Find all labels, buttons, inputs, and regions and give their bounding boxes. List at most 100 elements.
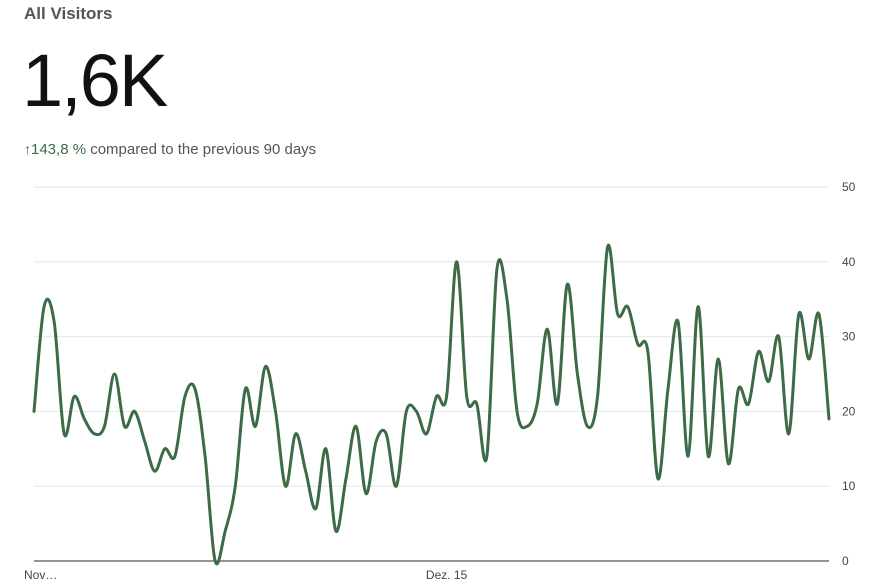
data-point[interactable]: 24 xyxy=(765,377,773,385)
data-point[interactable]: 35 xyxy=(503,295,511,303)
data-point[interactable]: 18 xyxy=(121,422,129,430)
series-line-all-visitors xyxy=(32,243,831,566)
delta-percent: 143,8 % xyxy=(31,141,87,158)
data-point[interactable]: 12 xyxy=(151,467,159,475)
data-point[interactable]: 17 xyxy=(90,430,98,438)
data-point[interactable]: 13 xyxy=(724,460,732,468)
data-point[interactable]: 17 xyxy=(60,430,68,438)
data-point[interactable]: 19 xyxy=(80,415,88,423)
data-point[interactable]: 37 xyxy=(563,280,571,288)
data-point[interactable]: 32 xyxy=(674,318,682,326)
y-tick-label: 30 xyxy=(842,330,856,344)
data-point[interactable]: 32 xyxy=(50,318,58,326)
data-point[interactable]: 20 xyxy=(272,407,280,415)
data-point[interactable]: 20 xyxy=(30,407,38,415)
data-point[interactable]: 28 xyxy=(755,348,763,356)
data-point[interactable]: 25 xyxy=(111,370,119,378)
data-point[interactable]: 17 xyxy=(785,430,793,438)
data-point[interactable]: 15 xyxy=(322,445,330,453)
data-point[interactable]: 21 xyxy=(473,400,481,408)
data-point[interactable]: 22 xyxy=(594,392,602,400)
data-point[interactable]: 20 xyxy=(131,407,139,415)
data-point[interactable]: 23 xyxy=(734,385,742,393)
x-axis-ticks: Nov…Dez. 15Jan. 4Jan. 24Feb. 13 xyxy=(24,568,468,582)
data-point[interactable]: 30 xyxy=(775,333,783,341)
y-tick-label: 20 xyxy=(842,404,856,418)
data-point[interactable]: 34 xyxy=(40,303,48,311)
data-point[interactable]: 22 xyxy=(443,392,451,400)
data-point[interactable]: 17 xyxy=(292,430,300,438)
data-point[interactable]: 34 xyxy=(624,303,632,311)
data-point[interactable]: 33 xyxy=(795,310,803,318)
data-point[interactable]: 10 xyxy=(231,482,239,490)
data-point[interactable]: 18 xyxy=(100,422,108,430)
data-point[interactable]: 11 xyxy=(342,475,350,483)
data-point[interactable]: 14 xyxy=(684,452,692,460)
data-point[interactable]: 21 xyxy=(744,400,752,408)
x-tick-label: Dez. 15 xyxy=(426,568,468,582)
data-point[interactable]: 18 xyxy=(523,422,531,430)
data-point[interactable]: 16 xyxy=(141,437,149,445)
data-point[interactable]: 10 xyxy=(282,482,290,490)
data-point[interactable]: 40 xyxy=(453,258,461,266)
data-point[interactable]: 23 xyxy=(664,385,672,393)
comparison-summary: ↑143,8 % compared to the previous 90 day… xyxy=(24,141,316,158)
y-tick-label: 10 xyxy=(842,479,856,493)
up-arrow-icon: ↑ xyxy=(24,141,31,157)
data-point[interactable]: 21 xyxy=(533,400,541,408)
data-point[interactable]: 11 xyxy=(654,475,662,483)
x-tick-label: Nov… xyxy=(24,568,57,582)
data-point[interactable]: 20 xyxy=(412,407,420,415)
data-point[interactable]: 21 xyxy=(553,400,561,408)
data-point[interactable]: 12 xyxy=(302,467,310,475)
data-point[interactable]: 16 xyxy=(372,437,380,445)
data-point[interactable]: 9 xyxy=(362,490,370,498)
data-point[interactable]: 25 xyxy=(573,370,581,378)
data-point[interactable]: 42 xyxy=(604,243,612,251)
data-point[interactable]: 18 xyxy=(583,422,591,430)
data-point[interactable]: 28 xyxy=(644,348,652,356)
data-point[interactable]: 20 xyxy=(402,407,410,415)
data-point[interactable]: 4 xyxy=(332,527,340,535)
data-point[interactable]: 14 xyxy=(704,452,712,460)
y-tick-label: 40 xyxy=(842,255,856,269)
data-point[interactable]: 17 xyxy=(382,430,390,438)
data-point[interactable]: 22 xyxy=(463,392,471,400)
data-point[interactable]: 33 xyxy=(614,310,622,318)
data-point[interactable]: 33 xyxy=(815,310,823,318)
data-point[interactable]: 18 xyxy=(251,422,259,430)
data-point[interactable]: 34 xyxy=(694,303,702,311)
grid-lines xyxy=(34,186,829,562)
data-point[interactable]: 23 xyxy=(241,385,249,393)
data-point[interactable]: 29 xyxy=(634,340,642,348)
metric-value: 1,6K xyxy=(22,39,168,122)
data-point[interactable]: 18 xyxy=(352,422,360,430)
data-point[interactable]: 31 xyxy=(543,325,551,333)
y-tick-label: 50 xyxy=(842,180,856,194)
data-point[interactable]: 23 xyxy=(191,385,199,393)
data-point[interactable]: 14 xyxy=(201,452,209,460)
data-point[interactable]: 27 xyxy=(805,355,813,363)
data-point[interactable]: 22 xyxy=(70,392,78,400)
comparison-text: compared to the previous 90 days xyxy=(86,141,317,158)
data-point[interactable]: 14 xyxy=(483,452,491,460)
data-point[interactable]: 22 xyxy=(181,392,189,400)
y-tick-label: 0 xyxy=(842,554,849,568)
data-point[interactable]: 27 xyxy=(714,355,722,363)
series-layer: 2034321722191718251820161215142223140410… xyxy=(30,243,833,566)
data-point[interactable]: 19 xyxy=(825,415,833,423)
metric-title: All Visitors xyxy=(24,4,113,23)
data-point[interactable]: 14 xyxy=(171,452,179,460)
data-point[interactable]: 15 xyxy=(161,445,169,453)
data-point[interactable]: 22 xyxy=(433,392,441,400)
data-point[interactable]: 0 xyxy=(211,557,219,565)
data-point[interactable]: 4 xyxy=(221,527,229,535)
data-point[interactable]: 10 xyxy=(392,482,400,490)
y-axis-ticks: 0 10 20 30 40 50 xyxy=(842,180,856,568)
data-point[interactable]: 39 xyxy=(493,265,501,273)
data-point[interactable]: 17 xyxy=(422,430,430,438)
data-point[interactable]: 26 xyxy=(261,363,269,371)
data-point[interactable]: 20 xyxy=(513,407,521,415)
data-point[interactable]: 7 xyxy=(312,505,320,513)
